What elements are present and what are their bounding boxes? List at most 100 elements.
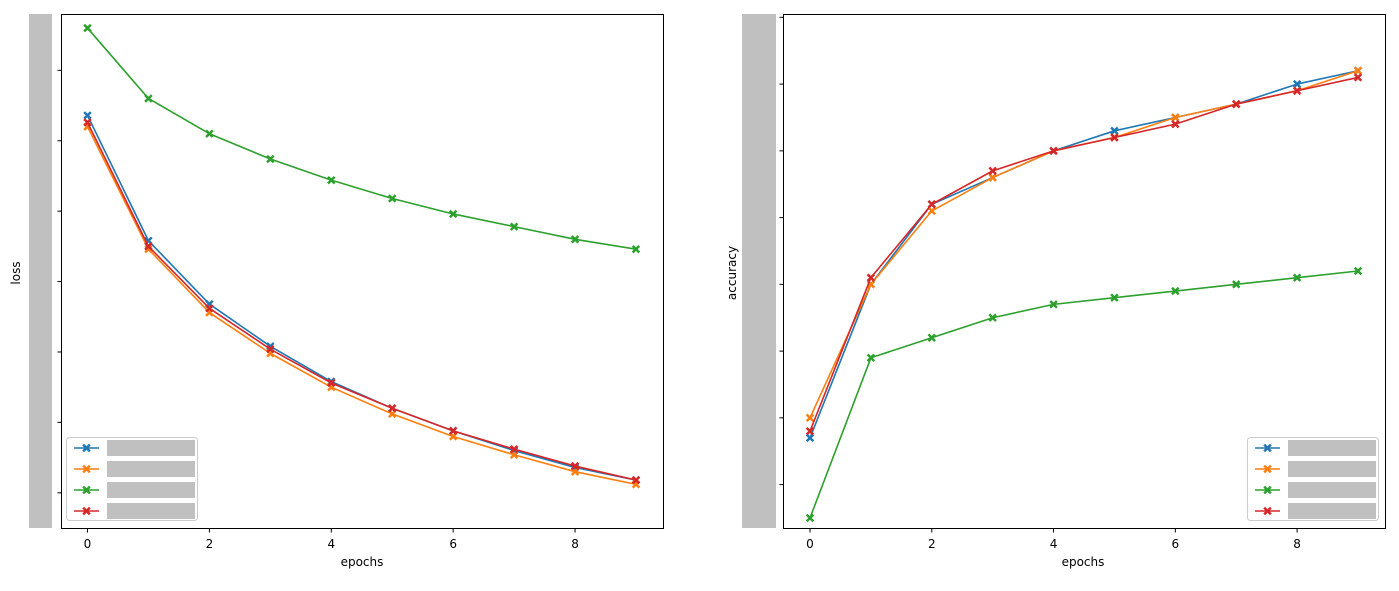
loss-series-0-line xyxy=(86,115,637,481)
accuracy-series-2-point xyxy=(866,353,876,362)
accuracy-series-3-point xyxy=(866,273,876,282)
accuracy-legend-marker-1 xyxy=(1263,464,1272,474)
loss-series-3-point xyxy=(448,426,458,436)
loss-legend-marker-0 xyxy=(82,443,91,453)
loss-legend-box xyxy=(66,437,198,521)
loss-series-2-point xyxy=(570,235,580,244)
loss-series-2-line xyxy=(86,27,637,250)
accuracy-series-2-line xyxy=(809,270,1359,519)
accuracy-series-0-point xyxy=(1110,126,1119,136)
accuracy-series-1-point xyxy=(988,173,997,182)
accuracy-series-3-point xyxy=(988,166,997,176)
accuracy-chart: accuracy epochs 0 2 4 6 8 xyxy=(725,14,1386,569)
loss-series-0-point xyxy=(83,111,92,120)
accuracy-series-2-point xyxy=(1049,300,1058,309)
loss-series-3-point xyxy=(388,404,397,413)
loss-legend-label-redacted-1 xyxy=(107,461,195,477)
loss-series-3-point xyxy=(570,461,580,471)
loss-legend-marker-1 xyxy=(82,464,91,474)
accuracy-series-3-point xyxy=(927,200,936,209)
accuracy-series-1-point xyxy=(1171,113,1180,122)
loss-legend-label-redacted-2 xyxy=(107,482,195,498)
accuracy-legend-marker-3 xyxy=(1263,506,1272,516)
accuracy-x-tick-label: 4 xyxy=(1050,537,1058,551)
accuracy-series-1-point xyxy=(805,413,815,423)
accuracy-x-tick-label: 6 xyxy=(1172,537,1180,551)
loss-series-2-point xyxy=(448,209,458,219)
accuracy-legend-label-redacted-2 xyxy=(1288,482,1376,498)
accuracy-series-2-point xyxy=(1292,273,1302,282)
loss-y-axis-label: loss xyxy=(9,261,23,284)
accuracy-x-tick-label: 2 xyxy=(928,537,936,551)
loss-series-3-point xyxy=(266,344,275,354)
loss-series-2-point xyxy=(205,129,214,138)
accuracy-series-3-point xyxy=(1110,133,1119,142)
loss-plot-area: 0 2 4 6 8 xyxy=(57,14,664,551)
loss-series-3-line xyxy=(86,122,637,481)
accuracy-x-axis-label: epochs xyxy=(1062,555,1105,569)
accuracy-legend-label-redacted-1 xyxy=(1288,461,1376,477)
accuracy-series-3-point xyxy=(1049,146,1058,156)
loss-series-2-point xyxy=(266,154,275,164)
loss-x-tick-label: 6 xyxy=(449,537,457,551)
loss-series-3-point xyxy=(509,444,519,454)
loss-legend-marker-3 xyxy=(82,506,91,516)
loss-chart: loss epochs 0 2 4 6 8 xyxy=(9,14,664,569)
accuracy-legend-marker-2 xyxy=(1263,485,1272,495)
loss-series-2-point xyxy=(327,175,336,185)
accuracy-legend-label-redacted-3 xyxy=(1288,503,1376,519)
accuracy-series-2-point xyxy=(988,313,997,322)
accuracy-series-0-line xyxy=(809,69,1359,439)
accuracy-series-3-point xyxy=(1232,99,1241,109)
accuracy-series-2-point xyxy=(805,513,815,523)
loss-axes-frame xyxy=(61,14,664,529)
accuracy-x-tick-label: 8 xyxy=(1293,537,1301,551)
accuracy-x-tick-label: 0 xyxy=(806,537,814,551)
accuracy-series-0-point xyxy=(1292,79,1302,89)
loss-legend-marker-2 xyxy=(82,485,91,495)
loss-series-2-point xyxy=(388,194,397,203)
loss-x-tick-label: 8 xyxy=(571,537,579,551)
accuracy-series-3-point xyxy=(1353,73,1363,82)
loss-series-3-point xyxy=(327,378,336,388)
loss-legend xyxy=(66,437,198,521)
loss-legend-label-redacted-0 xyxy=(107,440,195,456)
loss-series-2-point xyxy=(509,222,519,231)
accuracy-series-2-point xyxy=(1110,293,1119,302)
accuracy-series-3-point xyxy=(805,427,815,436)
accuracy-plot-area: 0 2 4 6 8 xyxy=(779,14,1386,551)
accuracy-legend-label-redacted-0 xyxy=(1288,440,1376,456)
accuracy-legend-box xyxy=(1247,437,1379,521)
loss-x-tick-label: 0 xyxy=(84,537,92,551)
loss-series-3-point xyxy=(631,475,641,485)
accuracy-series-0-point xyxy=(805,433,815,443)
accuracy-series-2-point xyxy=(1353,266,1363,276)
accuracy-series-3-line xyxy=(809,76,1359,432)
accuracy-legend xyxy=(1247,437,1379,521)
loss-legend-label-redacted-3 xyxy=(107,503,195,519)
loss-series-3-point xyxy=(83,118,92,127)
loss-series-3-point xyxy=(205,304,214,313)
accuracy-series-1-point xyxy=(927,206,936,216)
loss-x-axis-label: epochs xyxy=(341,555,384,569)
accuracy-legend-marker-0 xyxy=(1263,443,1272,453)
accuracy-series-2-point xyxy=(1232,280,1241,289)
accuracy-series-2-point xyxy=(1171,286,1180,296)
accuracy-series-1-line xyxy=(809,69,1359,419)
accuracy-axes-frame xyxy=(783,14,1386,529)
accuracy-series-2-point xyxy=(927,333,936,342)
accuracy-series-3-point xyxy=(1171,119,1180,129)
loss-series-2-point xyxy=(144,94,153,103)
accuracy-y-axis-label: accuracy xyxy=(725,246,739,300)
loss-x-tick-label: 4 xyxy=(327,537,335,551)
loss-series-2-point xyxy=(83,23,92,33)
loss-series-3-point xyxy=(144,242,153,251)
redacted-y-tick-labels xyxy=(742,14,776,528)
loss-x-tick-label: 2 xyxy=(206,537,214,551)
loss-series-1-line xyxy=(86,126,637,486)
loss-series-2-point xyxy=(631,244,641,254)
accuracy-series-1-point xyxy=(1353,66,1363,75)
accuracy-series-3-point xyxy=(1292,86,1302,95)
redacted-y-tick-labels xyxy=(29,14,52,528)
